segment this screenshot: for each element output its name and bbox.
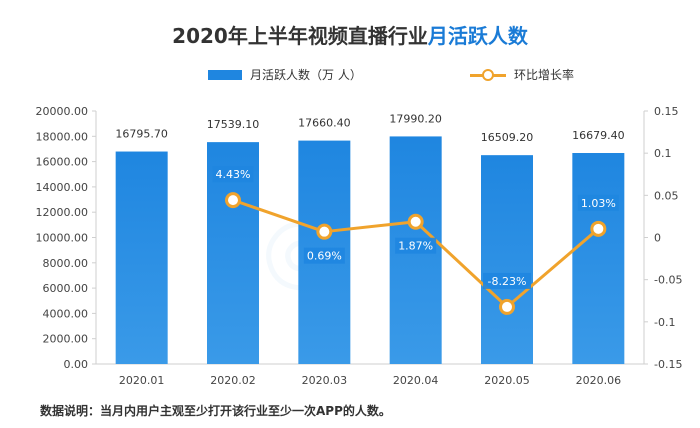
y-right-tick-label: -0.1 — [654, 316, 675, 329]
y-right-tick-label: -0.15 — [654, 358, 682, 371]
y-left-tick-label: 14000.00 — [36, 181, 89, 194]
x-tick-label: 2020.05 — [484, 374, 530, 387]
chart-title: 2020年上半年视频直播行业月活跃人数 — [0, 20, 700, 49]
bar-value-label: 16509.20 — [481, 131, 534, 144]
y-left-tick-label: 12000.00 — [36, 206, 89, 219]
y-right-tick-label: 0 — [654, 232, 661, 245]
chart-legend: 月活跃人数（万 人） 环比增长率 — [0, 66, 700, 84]
x-tick-label: 2020.01 — [119, 374, 165, 387]
growth-rate-point — [407, 213, 424, 230]
y-left-tick-label: 16000.00 — [36, 156, 89, 169]
y-right-tick-label: 0.05 — [654, 189, 679, 202]
y-left-tick-label: 6000.00 — [43, 282, 89, 295]
x-tick-label: 2020.03 — [302, 374, 348, 387]
chart-title-main: 2020年上半年视频直播行业 — [172, 24, 428, 48]
chart-title-highlight: 月活跃人数 — [427, 24, 528, 48]
growth-rate-label: 4.43% — [216, 168, 251, 181]
y-left-tick-label: 18000.00 — [36, 130, 89, 143]
growth-rate-label: 1.87% — [398, 240, 433, 253]
bar-value-label: 17539.10 — [207, 118, 260, 131]
growth-rate-point — [590, 220, 607, 237]
growth-rate-label-bg — [303, 247, 345, 264]
data-note: 数据说明：当月内用户主观至少打开该行业至少一次APP的人数。 — [40, 404, 391, 418]
legend-line-label: 环比增长率 — [514, 68, 575, 82]
y-left-tick-label: 2000.00 — [43, 333, 89, 346]
bar — [115, 151, 168, 364]
legend-line-swatch — [470, 68, 506, 81]
growth-rate-label: -8.23% — [488, 275, 527, 288]
y-right-tick-label: 0.15 — [654, 105, 679, 118]
growth-rate-point — [499, 298, 515, 315]
legend-bar-swatch — [208, 69, 242, 80]
y-left-tick-label: 8000.00 — [43, 257, 89, 270]
legend-item-line: 环比增长率 — [470, 66, 574, 83]
y-right-tick-label: -0.05 — [654, 274, 682, 287]
x-tick-label: 2020.02 — [210, 374, 256, 387]
y-left-tick-label: 20000.00 — [36, 105, 89, 118]
bar — [572, 153, 625, 364]
growth-rate-label-bg — [483, 272, 531, 289]
y-left-tick-label: 0.00 — [64, 358, 89, 371]
bar-value-label: 17990.20 — [389, 112, 442, 125]
legend-item-bars: 月活跃人数（万 人） — [208, 66, 362, 83]
x-tick-label: 2020.06 — [576, 374, 622, 387]
growth-rate-label: 1.03% — [581, 197, 616, 210]
y-left-tick-label: 10000.00 — [36, 232, 89, 245]
bar-value-label: 16795.70 — [115, 128, 168, 141]
growth-rate-label-bg — [577, 194, 619, 211]
bar-value-label: 17660.40 — [298, 117, 351, 130]
bar-value-label: 16679.40 — [572, 129, 625, 142]
growth-rate-label-bg — [395, 237, 437, 254]
growth-rate-label-bg — [212, 166, 254, 183]
bar — [481, 155, 533, 364]
y-left-tick-label: 4000.00 — [43, 307, 89, 320]
growth-rate-label: 0.69% — [307, 250, 342, 263]
legend-bar-label: 月活跃人数（万 人） — [250, 68, 362, 82]
y-right-tick-label: 0.1 — [654, 147, 672, 160]
growth-rate-point — [316, 223, 333, 240]
x-tick-label: 2020.04 — [393, 374, 439, 387]
growth-rate-point — [225, 192, 241, 209]
